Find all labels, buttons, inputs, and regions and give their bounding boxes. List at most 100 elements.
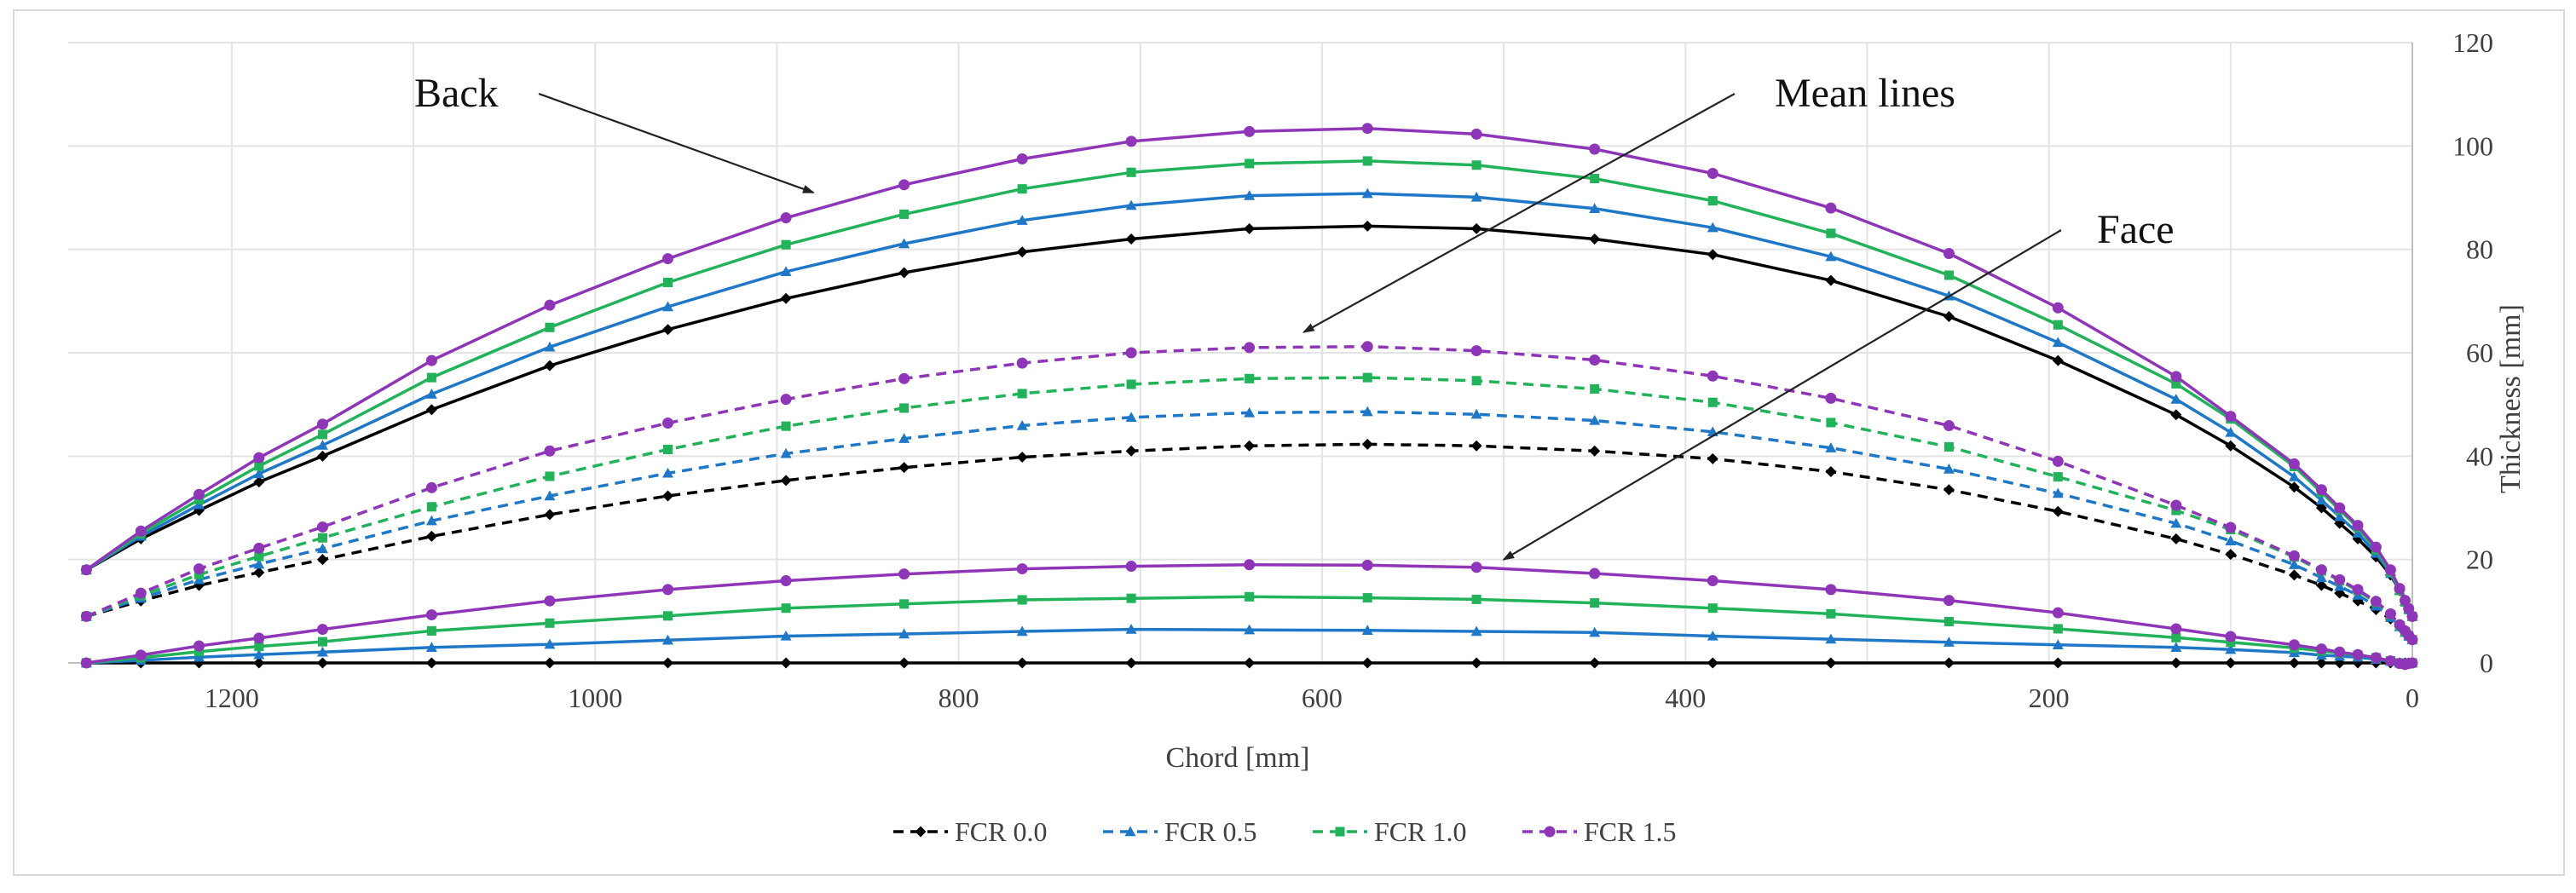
mean-point (898, 433, 910, 443)
back-point (1361, 123, 1373, 135)
back-point (1017, 184, 1027, 194)
back-point (1707, 222, 1718, 233)
back-point (661, 324, 673, 336)
chart-area-border (13, 9, 2565, 876)
back-point (2334, 510, 2346, 521)
face-point (544, 595, 556, 607)
face-point (2288, 639, 2300, 651)
mean-point (316, 543, 328, 554)
mean-point (1590, 383, 1600, 394)
back-point (781, 239, 791, 250)
back-point (316, 450, 328, 462)
mean-point (544, 445, 556, 457)
mean-point (254, 551, 264, 562)
back-point (2288, 471, 2300, 481)
back-point (2170, 409, 2182, 421)
face-point (1361, 625, 1373, 635)
face-point (781, 603, 791, 614)
face-point (1707, 603, 1718, 614)
y-axis-label: Thickness [mm] (2495, 304, 2527, 493)
x-tick-label: 600 (1302, 683, 1343, 713)
back-point (1944, 270, 1954, 280)
y-tick-label: 60 (2466, 337, 2493, 368)
back-point (1825, 274, 1837, 286)
back-point (898, 179, 910, 191)
back-point (662, 277, 673, 288)
mean-point (780, 394, 792, 406)
face-point (2334, 646, 2346, 658)
mean-point (2334, 580, 2346, 591)
mean-point (780, 475, 792, 487)
mean-point (2370, 596, 2382, 608)
legend-label: FCR 0.5 (1164, 816, 1256, 847)
back-point (425, 404, 437, 416)
mean-point (1589, 445, 1601, 457)
back-point (1361, 220, 1373, 232)
face-point (1126, 593, 1136, 603)
face-point (2052, 657, 2064, 669)
face-point (2315, 643, 2327, 655)
back-point (425, 389, 437, 399)
face-point (425, 609, 437, 621)
face-point (2315, 657, 2327, 669)
x-tick-label: 400 (1665, 683, 1706, 713)
y-tick-label: 100 (2452, 130, 2493, 161)
back-point (426, 372, 436, 383)
annotation-arrow (538, 92, 815, 193)
face-point (1125, 624, 1137, 634)
mean-point (898, 462, 910, 474)
back-point (898, 267, 910, 279)
back-point (1589, 233, 1601, 245)
mean-point (1589, 354, 1601, 366)
face-point (1944, 616, 1954, 626)
mean-point (253, 542, 265, 554)
back-point (2352, 520, 2364, 532)
mean-point (1017, 389, 1027, 399)
back-point (253, 476, 265, 488)
mean-point (2315, 579, 2327, 591)
back-point (1826, 228, 1836, 239)
back-point (544, 360, 556, 372)
face-point (2052, 607, 2064, 619)
series-fcr15 (80, 123, 2418, 671)
legend-marker (1544, 826, 1556, 838)
back-point (1471, 160, 1481, 170)
mean-point (426, 502, 436, 512)
face-point (1943, 595, 1955, 607)
back-point (1470, 191, 1482, 202)
back-point (1470, 222, 1482, 234)
face-point (899, 599, 910, 609)
mean-line (85, 410, 2414, 641)
face-point (780, 657, 792, 669)
back-point (317, 429, 327, 440)
mean-point (1943, 464, 1955, 474)
face-point (254, 642, 264, 652)
mean-point (2406, 634, 2418, 646)
mean-point (661, 467, 673, 478)
mean-point (316, 554, 328, 566)
legend-item: FCR 0.5 (1103, 816, 1256, 847)
face-point (2053, 624, 2063, 634)
back-point (316, 440, 328, 450)
mean-point (2052, 455, 2064, 467)
back-point (2315, 484, 2327, 496)
mean-point (1825, 442, 1837, 452)
face-point (1361, 559, 1373, 571)
face-point (2225, 657, 2237, 669)
mean-point (1943, 484, 1955, 496)
face-point (545, 618, 555, 628)
face-point (1362, 593, 1372, 603)
annotation-label: Mean lines (1775, 71, 1955, 116)
face-point (316, 646, 328, 657)
x-tick-label: 800 (939, 683, 979, 713)
face-point (780, 630, 792, 641)
face-point (1826, 608, 1836, 619)
x-tick-label: 0 (2406, 683, 2419, 713)
back-point (544, 299, 556, 311)
mean-point (1826, 418, 1836, 428)
face-point (1589, 567, 1601, 579)
y-tick-label: 0 (2480, 648, 2493, 678)
face-point (1244, 657, 1256, 669)
